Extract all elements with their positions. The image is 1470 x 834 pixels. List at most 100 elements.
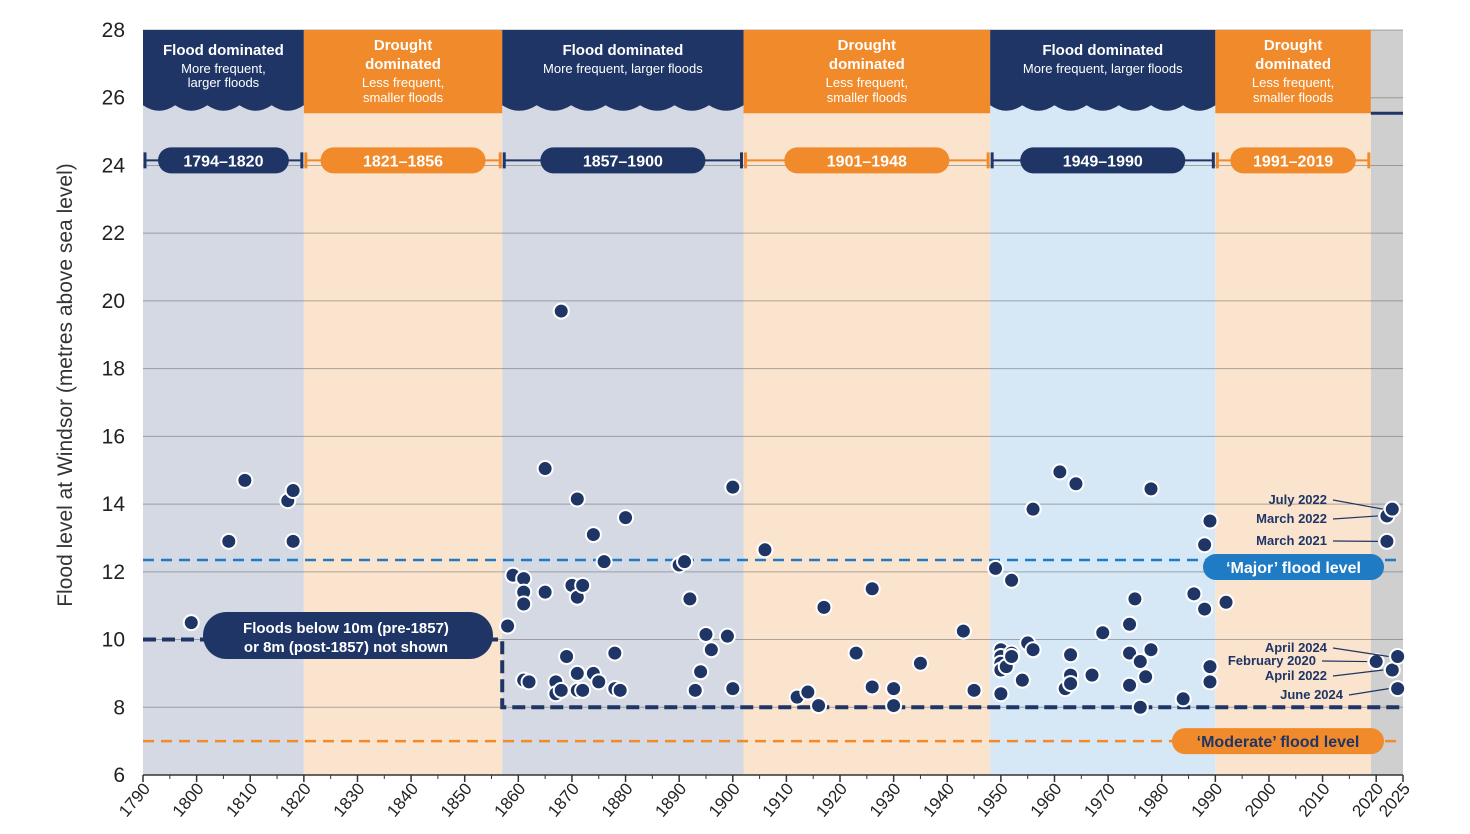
x-tick-label-1850: 1850 [437, 779, 476, 820]
x-tick-label-2025: 2025 [1375, 779, 1414, 820]
x-tick-label-1970: 1970 [1080, 779, 1119, 820]
y-tick-label-28: 28 [102, 19, 125, 42]
flood-point [611, 681, 629, 699]
major-flood-label: ‘Major’ flood level [1226, 560, 1361, 577]
flood-point [1367, 653, 1385, 671]
period-pill-4 [784, 147, 950, 174]
flood-point [815, 598, 833, 616]
flood-point [182, 614, 200, 632]
moderate-flood-badge [1172, 728, 1384, 755]
flood-point [724, 680, 742, 698]
flood-point [863, 678, 881, 696]
era-header-5 [990, 30, 1216, 111]
era-sub2-2: smaller floods [363, 90, 444, 105]
flood-point [1003, 571, 1021, 589]
flood-point [1003, 647, 1021, 665]
flood-point [697, 625, 715, 643]
annotation-leader-4 [1332, 647, 1389, 658]
not-shown-note-line1: Floods below 10m (pre-1857) [243, 620, 449, 637]
y-tick-label-24: 24 [102, 154, 126, 177]
era-sub-5: More frequent, larger floods [1023, 61, 1183, 76]
flood-point [1201, 512, 1219, 530]
flood-point [1083, 666, 1101, 684]
era-header-1 [143, 30, 304, 111]
flood-point [558, 647, 576, 665]
annotation-leader-2 [1332, 515, 1378, 520]
flood-point [1062, 675, 1080, 693]
flood-point [1051, 463, 1069, 481]
flood-point [574, 681, 592, 699]
era-sub-2: Less frequent, [362, 75, 444, 90]
flood-point [552, 302, 570, 320]
flood-point [1121, 676, 1139, 694]
flood-point [606, 644, 624, 662]
x-tick-label-1860: 1860 [491, 779, 530, 820]
flood-point [1217, 593, 1235, 611]
y-tick-label-16: 16 [102, 425, 125, 448]
y-tick-label-22: 22 [102, 222, 125, 245]
flood-point [911, 654, 929, 672]
annotation-2: March 2022 [1256, 511, 1327, 526]
annotation-4: April 2024 [1265, 640, 1328, 655]
major-flood-badge [1203, 553, 1384, 580]
flood-point [847, 644, 865, 662]
era-title2-2: dominated [365, 56, 441, 73]
era-title-5: Flood dominated [1042, 42, 1163, 59]
era-band-1 [143, 30, 304, 775]
flood-point [220, 532, 238, 550]
x-tick-label-1900: 1900 [705, 779, 744, 820]
flood-point [676, 553, 694, 571]
y-tick-label-20: 20 [102, 290, 125, 313]
era-sub-4: Less frequent, [826, 75, 908, 90]
period-label-6: 1991–2019 [1253, 153, 1333, 170]
flood-point [236, 471, 254, 489]
flood-point [536, 460, 554, 478]
period-label-5: 1949–1990 [1063, 153, 1143, 170]
flood-point [1196, 600, 1214, 618]
x-tick-label-1990: 1990 [1188, 779, 1227, 820]
era-header-6 [1215, 30, 1371, 114]
annotation-leader-6 [1332, 669, 1384, 677]
flood-point [1201, 658, 1219, 676]
era-header-3 [502, 30, 744, 111]
flood-point [686, 681, 704, 699]
y-tick-label-6: 6 [113, 764, 125, 787]
era-title-4: Drought [838, 37, 896, 54]
flood-point [584, 526, 602, 544]
flood-point [1142, 641, 1160, 659]
period-label-2: 1821–1856 [363, 153, 443, 170]
flood-point [954, 622, 972, 640]
y-tick-label-12: 12 [102, 561, 125, 584]
flood-point [1062, 646, 1080, 664]
period-pill-1 [158, 147, 289, 174]
not-shown-note: Floods below 10m (pre-1857) or 8m (post-… [203, 612, 493, 659]
period-label-4: 1901–1948 [827, 153, 907, 170]
flood-point [1201, 673, 1219, 691]
era-band-5 [990, 30, 1216, 775]
flood-point [520, 673, 538, 691]
x-tick-label-1930: 1930 [866, 779, 905, 820]
x-tick-label-1800: 1800 [169, 779, 208, 820]
annotation-leader-5 [1321, 660, 1368, 663]
era-title-3: Flood dominated [562, 42, 683, 59]
period-pill-6 [1230, 147, 1356, 174]
flood-thresholds: ‘Major’ flood level ‘Moderate’ flood leve… [143, 553, 1403, 755]
flood-point [681, 590, 699, 608]
x-tick-label-1960: 1960 [1027, 779, 1066, 820]
x-tick-label-1870: 1870 [544, 779, 583, 820]
y-tick-label-10: 10 [102, 629, 125, 652]
era-band-4 [743, 30, 991, 775]
flood-point [499, 617, 517, 635]
flood-point [1131, 698, 1149, 716]
not-shown-note-line2: or 8m (post-1857) not shown [244, 639, 448, 656]
x-tick-label-2000: 2000 [1241, 779, 1280, 820]
flood-point [595, 553, 613, 571]
moderate-flood-label: ‘Moderate’ flood level [1197, 734, 1360, 751]
y-tick-label-8: 8 [113, 696, 125, 719]
period-pill-3 [540, 147, 706, 174]
era-sub2-6: smaller floods [1253, 90, 1334, 105]
annotation-3: March 2021 [1256, 533, 1327, 548]
era-header-2 [303, 30, 503, 114]
flood-point [1389, 647, 1407, 665]
